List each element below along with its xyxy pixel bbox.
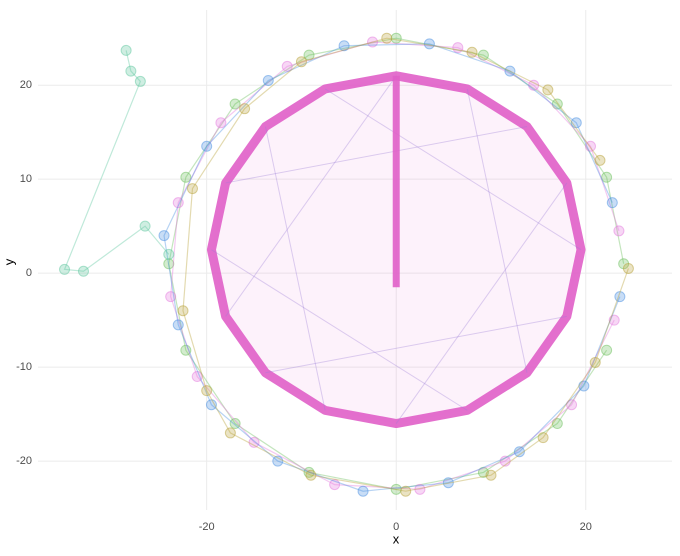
point	[570, 117, 582, 129]
point	[163, 248, 175, 260]
point	[172, 197, 184, 209]
point	[423, 38, 435, 50]
point	[120, 44, 132, 56]
point	[201, 385, 213, 397]
point	[414, 483, 426, 495]
y-tick-label: 20	[20, 79, 32, 91]
point	[229, 418, 241, 430]
point	[537, 432, 549, 444]
chord	[225, 75, 397, 317]
point	[613, 225, 625, 237]
point	[566, 399, 578, 411]
point	[163, 258, 175, 270]
line	[163, 43, 621, 492]
point	[357, 485, 369, 497]
chord	[395, 182, 568, 424]
point	[513, 446, 525, 458]
point	[186, 183, 198, 195]
x-tick-label: 20	[580, 521, 592, 533]
point	[158, 230, 170, 242]
y-tick-label: 0	[26, 267, 32, 279]
point	[499, 455, 511, 467]
point	[504, 65, 516, 77]
y-tick-label: -20	[16, 455, 32, 467]
point	[201, 140, 213, 152]
point	[452, 42, 464, 54]
point	[305, 469, 317, 481]
point	[477, 49, 489, 61]
point	[224, 427, 236, 439]
point	[594, 154, 606, 166]
point	[180, 344, 192, 356]
point	[134, 75, 146, 87]
point	[601, 171, 613, 183]
chord	[211, 249, 468, 411]
point	[272, 455, 284, 467]
point	[338, 40, 350, 52]
point	[400, 485, 412, 497]
x-tick-label: 0	[393, 521, 399, 533]
point	[215, 117, 227, 129]
point	[542, 84, 554, 96]
point	[367, 36, 379, 48]
point	[601, 344, 613, 356]
point	[139, 220, 151, 232]
point	[229, 98, 241, 110]
point	[262, 74, 274, 86]
point	[589, 356, 601, 368]
x-axis-label: x	[393, 531, 400, 546]
point	[528, 79, 540, 91]
point	[584, 140, 596, 152]
line	[63, 50, 170, 272]
point	[329, 479, 341, 491]
y-tick-label: -10	[16, 361, 32, 373]
point	[191, 371, 203, 383]
line	[170, 41, 620, 490]
y-tick-label: 10	[20, 173, 32, 185]
point	[442, 477, 454, 489]
point	[303, 49, 315, 61]
point	[248, 436, 260, 448]
point	[608, 314, 620, 326]
point	[295, 56, 307, 68]
point	[390, 32, 402, 44]
point	[551, 418, 563, 430]
chord	[324, 88, 582, 251]
point	[177, 305, 189, 317]
point	[578, 380, 590, 392]
point	[239, 103, 251, 115]
point	[180, 171, 192, 183]
chord	[466, 88, 528, 373]
point	[622, 262, 634, 274]
line	[182, 37, 629, 492]
point	[614, 291, 626, 303]
point	[59, 263, 71, 275]
point	[381, 32, 393, 44]
point	[281, 60, 293, 72]
point	[172, 319, 184, 331]
chord	[264, 126, 326, 411]
point	[606, 197, 618, 209]
point	[77, 265, 89, 277]
chord	[225, 126, 528, 184]
point	[466, 46, 478, 58]
point	[485, 469, 497, 481]
x-tick-label: -20	[199, 521, 215, 533]
line	[168, 37, 625, 490]
point	[165, 291, 177, 303]
chord	[265, 315, 567, 374]
y-axis-label: y	[1, 258, 16, 265]
point	[125, 65, 137, 77]
point	[205, 399, 217, 411]
point	[551, 98, 563, 110]
